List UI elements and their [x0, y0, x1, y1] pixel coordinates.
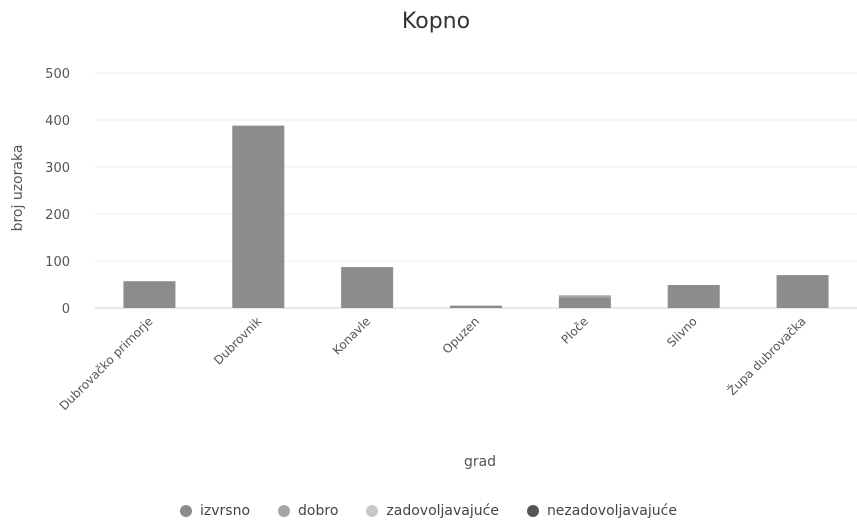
legend-marker: [180, 505, 193, 517]
y-tick-label: 400: [45, 114, 70, 129]
legend-label: zadovoljavajuće: [386, 503, 499, 519]
bar-izvrsno[interactable]: [558, 297, 611, 308]
bar-izvrsno[interactable]: [450, 305, 502, 308]
x-tick-label: Slivno: [664, 314, 700, 350]
x-tick-label: Konavle: [330, 314, 373, 357]
y-tick-label: 200: [45, 208, 70, 223]
x-tick-label: Ploče: [559, 314, 591, 346]
legend: izvrsno dobro zadovoljavajuće nezadovoljava…: [0, 500, 857, 522]
bar-izvrsno[interactable]: [232, 125, 285, 308]
chart-title: Kopno: [402, 9, 470, 34]
legend-item[interactable]: dobro: [278, 503, 338, 519]
x-tick-label: Dubrovačko primorje: [57, 314, 156, 413]
y-tick-label: 500: [45, 67, 70, 82]
bar-izvrsno[interactable]: [667, 284, 720, 308]
legend-marker: [278, 505, 291, 517]
legend-item[interactable]: zadovoljavajuće: [366, 503, 499, 519]
legend-item[interactable]: nezadovoljavajuće: [526, 503, 677, 519]
bars: [123, 125, 829, 308]
bar-izvrsno[interactable]: [776, 275, 829, 308]
bar-izvrsno[interactable]: [123, 281, 176, 308]
x-axis-ticks: Dubrovačko primorje Dubrovnik Konavle Opuze…: [57, 314, 809, 414]
legend-label: dobro: [298, 503, 339, 519]
legend-marker: [366, 505, 379, 517]
y-axis-ticks: 0 100 200 300 400 500: [45, 67, 70, 317]
x-tick-label: Dubrovnik: [211, 314, 264, 367]
y-tick-label: 0: [62, 302, 70, 317]
x-tick-label: Župa dubrovačka: [724, 314, 809, 399]
legend-marker: [526, 505, 539, 517]
bar-izvrsno[interactable]: [341, 267, 394, 308]
legend-label: nezadovoljavajuće: [546, 503, 677, 519]
legend-label: izvrsno: [200, 503, 251, 519]
x-tick-label: Opuzen: [440, 314, 482, 356]
y-axis-label: broj uzoraka: [10, 145, 26, 232]
x-axis-label: grad: [464, 454, 496, 470]
grid: [95, 72, 857, 309]
y-tick-label: 100: [45, 255, 70, 270]
bar-dobro[interactable]: [558, 295, 611, 298]
legend-item[interactable]: izvrsno: [180, 503, 250, 519]
y-tick-label: 300: [45, 161, 70, 176]
